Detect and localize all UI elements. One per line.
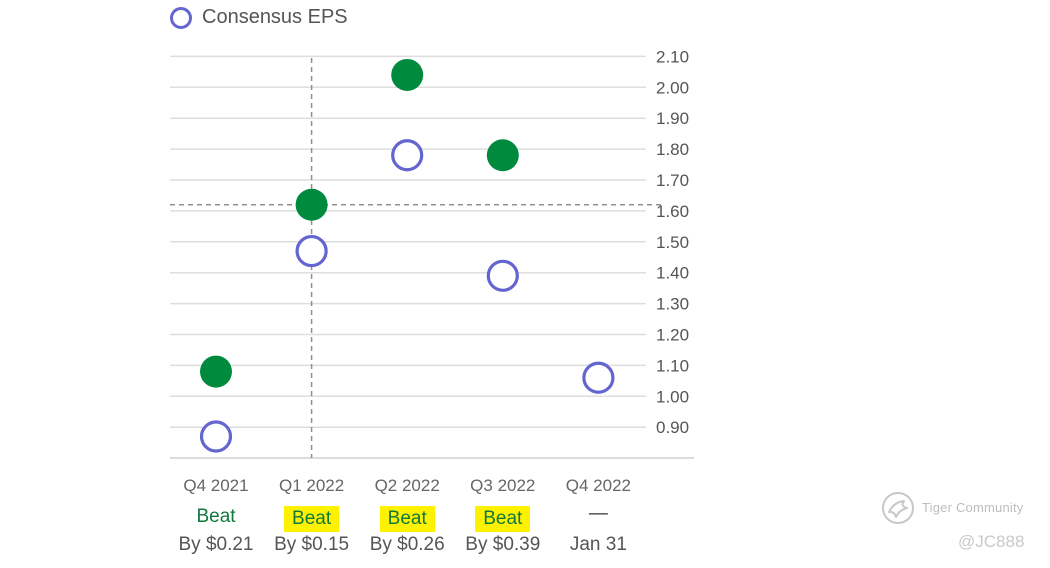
y-tick-label-4: 1.30: [656, 295, 689, 314]
status-text-3: Beat: [475, 506, 531, 532]
consensus-legend-swatch: [170, 6, 192, 29]
tiger-logo-icon: [882, 492, 914, 524]
consensus-point-4: [582, 361, 615, 394]
result-detail-3: By $0.39: [465, 534, 541, 555]
status-text-0: Beat: [196, 506, 236, 527]
result-status-0: Beat: [166, 506, 266, 528]
result-detail-0: By $0.21: [178, 534, 254, 555]
data-points: [199, 58, 615, 453]
result-status-1: Beat: [262, 506, 362, 532]
quarter-label-4: Q4 2022: [565, 476, 631, 495]
actual-point-2: [391, 58, 424, 91]
result-detail-1: By $0.15: [274, 534, 350, 555]
quarter-label-1: Q1 2022: [278, 476, 345, 495]
y-tick-label-11: 2.00: [656, 78, 689, 97]
result-status-3: Beat: [453, 506, 553, 532]
quarter-label-2: Q2 2022: [374, 476, 440, 495]
consensus-point-3: [486, 259, 519, 292]
y-tick-label-9: 1.80: [656, 140, 689, 159]
y-tick-label-10: 1.90: [656, 109, 689, 128]
actual-point-1: [295, 188, 328, 221]
y-tick-label-0: 0.90: [656, 418, 689, 437]
status-text-1: Beat: [284, 506, 340, 532]
watermark-handle: @JC888: [958, 532, 1025, 551]
y-tick-label-2: 1.10: [656, 356, 689, 375]
y-tick-label-7: 1.60: [656, 202, 689, 221]
quarter-label-0: Q4 2021: [183, 476, 249, 495]
y-tick-label-8: 1.70: [656, 171, 689, 190]
quarter-label-3: Q3 2022: [470, 476, 536, 495]
result-status-4: —: [588, 503, 608, 524]
consensus-point-2: [391, 139, 424, 172]
y-tick-label-1: 1.00: [656, 387, 689, 406]
status-text-2: Beat: [379, 506, 435, 532]
consensus-point-1: [295, 234, 328, 268]
y-tick-label-3: 1.20: [656, 326, 689, 345]
y-tick-label-6: 1.50: [656, 233, 689, 252]
y-tick-label-12: 2.10: [656, 47, 689, 66]
y-tick-label-5: 1.40: [656, 264, 689, 283]
gridlines: [170, 55, 694, 459]
result-detail-4: Jan 31: [569, 534, 627, 555]
legend[interactable]: Consensus EPS: [170, 6, 348, 29]
actual-point-3: [486, 139, 519, 172]
watermark-brand: Tiger Community: [922, 500, 1024, 515]
result-detail-2: By $0.26: [369, 534, 445, 555]
legend-label: Consensus EPS: [202, 6, 348, 28]
y-axis-ticks: 0.90 1.00 1.10 1.20 1.30 1.40 1.50 1.60 1.70 1.80…: [656, 47, 689, 437]
actual-point-0: [200, 355, 232, 388]
result-status-2: Beat: [357, 506, 457, 532]
consensus-point-0: [199, 420, 233, 453]
